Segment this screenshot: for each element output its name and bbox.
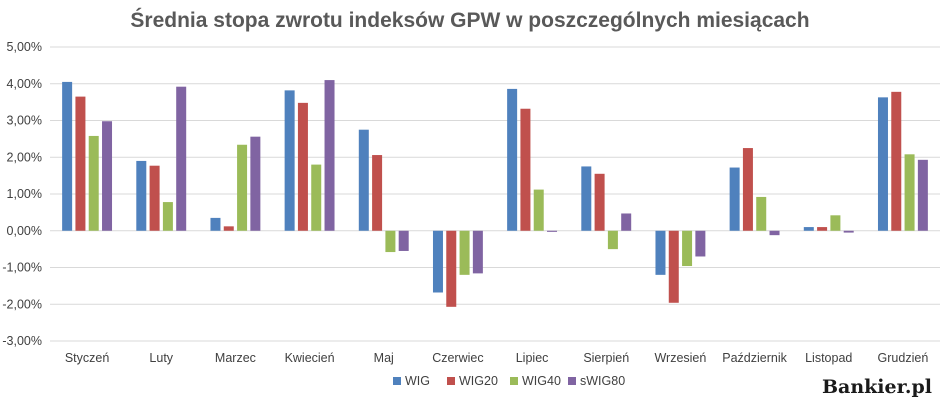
bar-wig40-3 [237,144,248,231]
bar-wig40-4 [311,164,322,231]
bar-swig80-8 [621,213,632,231]
x-tick-label: Maj [374,351,394,365]
bar-wig20-4 [297,102,308,231]
bar-swig80-3 [250,136,261,231]
gridlines [50,46,940,342]
legend-label-swig80: sWIG80 [580,374,625,388]
y-tick-label: -3,00% [2,334,42,348]
bar-swig80-10 [769,230,780,236]
bar-swig80-9 [695,230,706,257]
bar-wig40-11 [830,215,841,231]
bar-wig20-1 [75,96,86,231]
legend-swatch-wig40 [510,377,518,385]
legend-swatch-swig80 [568,377,576,385]
y-tick-label: 0,00% [7,224,42,238]
bar-wig-6 [432,230,443,293]
bar-wig-3 [210,217,221,231]
legend-swatch-wig [393,377,401,385]
y-tick-label: -2,00% [2,297,42,311]
x-tick-label: Wrzesień [654,351,706,365]
bar-wig40-6 [459,230,470,275]
x-tick-label: Październik [722,351,787,365]
bar-wig40-8 [607,230,618,250]
chart-title: Średnia stopa zwrotu indeksów GPW w posz… [130,8,809,32]
bar-wig20-9 [668,230,679,303]
y-tick-label: -1,00% [2,261,42,275]
bar-wig-9 [655,230,666,275]
bar-swig80-6 [472,230,483,274]
legend-label-wig40: WIG40 [522,374,561,388]
x-tick-label: Sierpień [583,351,629,365]
bar-wig-8 [581,166,592,231]
y-tick-label: 1,00% [7,187,42,201]
bar-wig40-1 [88,135,99,231]
bar-swig80-11 [843,230,854,233]
bar-wig-1 [62,81,73,231]
bar-swig80-2 [176,86,187,231]
x-tick-label: Grudzień [878,351,929,365]
y-tick-label: 5,00% [7,40,42,54]
y-tick-label: 3,00% [7,114,42,128]
legend-label-wig20: WIG20 [459,374,498,388]
bar-wig40-7 [533,189,544,231]
bar-wig20-5 [372,155,383,231]
bar-wig20-2 [149,165,160,231]
legend-swatch-wig20 [447,377,455,385]
x-tick-label: Marzec [215,351,256,365]
bar-wig40-9 [682,230,693,267]
bar-wig20-11 [817,227,828,231]
x-tick-label: Styczeń [65,351,110,365]
x-axis: Styczeń Luty Marzec Kwiecień Maj Czerwiec Lipi… [65,351,928,365]
bar-wig40-10 [756,196,767,231]
x-tick-label: Luty [149,351,173,365]
bar-wig-4 [284,90,295,231]
x-tick-label: Czerwiec [432,351,483,365]
bar-wig40-2 [162,202,173,231]
bar-swig80-7 [547,230,558,232]
x-tick-label: Lipiec [516,351,549,365]
bar-wig-7 [507,88,518,231]
bar-wig-12 [877,97,888,231]
bar-swig80-12 [917,159,928,231]
bar-wig20-8 [594,173,605,231]
y-tick-label: 4,00% [7,77,42,91]
x-tick-label: Listopad [805,351,852,365]
bar-wig40-12 [904,154,915,231]
bar-wig-5 [358,129,369,231]
legend-label-wig: WIG [405,374,430,388]
bar-wig20-12 [891,91,902,231]
bar-wig20-6 [446,230,457,307]
legend: WIG WIG20 WIG40 sWIG80 [393,374,625,388]
bar-swig80-1 [102,121,113,231]
bar-wig20-3 [223,226,234,231]
y-axis: 5,00% 4,00% 3,00% 2,00% 1,00% 0,00% -1,00% -2,0… [2,40,42,348]
bar-wig40-5 [385,230,396,253]
bar-wig20-10 [742,148,753,231]
bar-wig-10 [729,167,740,231]
bar-wig-2 [136,160,147,231]
bar-wig20-7 [520,108,531,231]
y-tick-label: 2,00% [7,150,42,164]
brand-logo: Bankier.pl [822,376,932,398]
bars [62,80,928,307]
bar-wig-11 [803,227,814,231]
bar-swig80-5 [398,230,409,251]
x-tick-label: Kwiecień [285,351,335,365]
bar-swig80-4 [324,80,335,231]
